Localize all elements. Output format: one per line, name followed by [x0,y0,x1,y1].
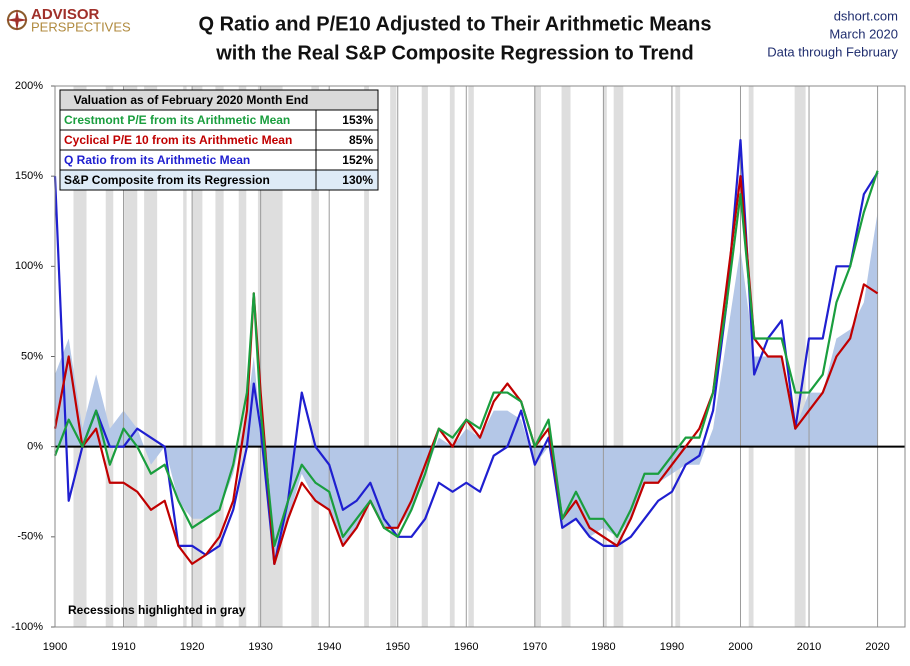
y-tick-label: 100% [15,260,43,272]
line [53,175,879,565]
brand: PERSPECTIVES [31,19,131,34]
x-tick-label: 1940 [317,641,341,653]
legend-label: S&P Composite from its Regression [64,173,270,187]
recession-band [390,86,397,627]
recession-band [311,86,319,627]
legend-label: Q Ratio from its Arithmetic Mean [64,153,250,167]
plot-area: 1900 1910 1920 1930 1940 1950 1960 1970 1980 1990… [11,80,906,653]
annotation: Recessions highlighted in gray [68,603,246,617]
recession-band [794,86,806,627]
x-tick-label: 2010 [797,641,821,653]
recession-band [421,86,428,627]
recession-band [144,86,158,627]
y-tick-label: -100% [11,621,43,633]
recession-band [183,86,187,627]
y-tick-label: 200% [15,80,43,92]
x-tick-label: 1920 [180,641,204,653]
x-tick-label: 1990 [660,641,684,653]
x-tick-label: 1910 [111,641,135,653]
brand: ADVISOR [31,6,100,23]
x-tick-label: 1970 [523,641,547,653]
chart-title: with the Real S&P Composite Regression t… [215,42,694,64]
recession-band [215,86,224,627]
y-tick-label: -50% [17,531,43,543]
recession-band [561,86,571,627]
x-tick-label: 2000 [728,641,752,653]
plot-border [54,85,906,628]
table-title: Valuation as of February 2020 Month End [74,93,309,107]
table-value: 130% [342,173,373,187]
x-tick-label: 1930 [248,641,272,653]
source: Data through February [767,44,898,59]
logo-icon [6,9,28,31]
source: March 2020 [829,26,898,41]
table-value: 153% [342,113,373,127]
recession-band [534,86,542,627]
x-tick-label: 1980 [591,641,615,653]
recession-band [603,86,607,627]
y-tick-label: 50% [21,350,43,362]
legend-label: Cyclical P/E 10 from its Arithmetic Mean [64,133,292,147]
line [53,139,879,565]
recession-band [364,86,369,627]
source: dshort.com [834,8,898,23]
chart-title: Q Ratio and P/E10 Adjusted to Their Arit… [198,13,711,35]
line [53,170,879,547]
recession-band [675,86,681,627]
recession-band [468,86,474,627]
recession-band [449,86,455,627]
recession-band [105,86,114,627]
recession-band [73,86,87,627]
recession-band [238,86,247,627]
x-tick-label: 2020 [865,641,889,653]
logo: ADVISOR PERSPECTIVES [6,6,131,34]
recession-band [124,86,138,627]
recession-band [613,86,624,627]
legend-label: Crestmont P/E from its Arithmetic Mean [64,113,290,127]
table-value: 85% [349,133,373,147]
y-tick-label: 150% [15,170,43,182]
x-tick-label: 1900 [43,641,67,653]
x-tick-label: 1950 [385,641,409,653]
x-tick-label: 1960 [454,641,478,653]
table-value-cell [315,169,379,191]
y-tick-label: 0% [27,441,43,453]
overlay: Valuation as of February 2020 Month End C… [59,89,379,617]
table-value: 152% [342,153,373,167]
recession-band [192,86,203,627]
